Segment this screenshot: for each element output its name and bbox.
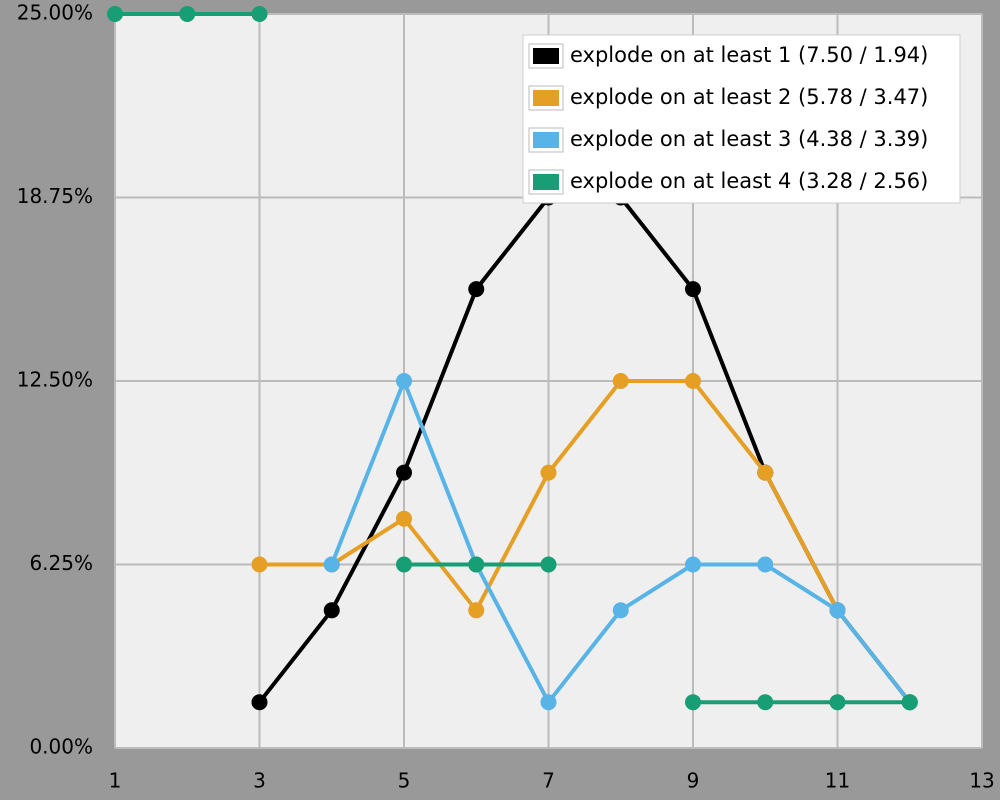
x-tick-label: 3 (253, 769, 266, 793)
data-point (251, 6, 268, 22)
legend-swatch (533, 48, 559, 64)
data-point (757, 694, 774, 711)
data-point (251, 694, 268, 711)
data-point (251, 556, 268, 573)
data-point (468, 281, 485, 298)
legend-swatch (533, 90, 559, 106)
legend-swatch (533, 132, 559, 148)
x-tick-label: 9 (687, 769, 700, 793)
data-point (685, 694, 701, 711)
data-point (540, 694, 557, 711)
x-tick-label: 13 (969, 769, 994, 793)
y-tick-label: 18.75% (17, 184, 93, 208)
x-tick-label: 5 (398, 769, 411, 793)
data-point (396, 510, 412, 527)
legend-swatch (533, 174, 559, 190)
x-tick-label: 11 (825, 769, 850, 793)
data-point (612, 373, 629, 389)
legend-label: explode on at least 1 (7.50 / 1.94) (570, 43, 928, 67)
data-point (396, 556, 412, 573)
data-point (685, 556, 701, 573)
x-tick-label: 1 (109, 769, 122, 793)
data-point (179, 6, 196, 22)
legend-label: explode on at least 4 (3.28 / 2.56) (570, 169, 928, 193)
x-tick-label: 7 (542, 769, 555, 793)
series-line (259, 379, 912, 704)
data-point (323, 556, 340, 573)
data-point (685, 281, 701, 298)
data-point (829, 694, 846, 711)
data-point (323, 602, 340, 619)
y-tick-label: 12.50% (17, 368, 93, 392)
y-tick-label: 25.00% (17, 1, 93, 25)
data-point (468, 556, 485, 573)
data-point (540, 464, 557, 481)
data-point (396, 464, 412, 481)
y-tick-label: 6.25% (29, 551, 93, 575)
data-point (540, 556, 557, 573)
data-point (107, 6, 123, 22)
data-point (757, 464, 774, 481)
legend: explode on at least 1 (7.50 / 1.94) explo… (522, 34, 961, 204)
data-point (901, 694, 918, 711)
data-point (396, 373, 412, 389)
data-point (468, 602, 485, 619)
data-point (612, 602, 629, 619)
data-point (685, 373, 701, 389)
legend-label: explode on at least 2 (5.78 / 3.47) (570, 85, 928, 109)
legend-box (522, 34, 961, 204)
data-point (829, 602, 846, 619)
y-tick-label: 0.00% (29, 735, 93, 759)
data-point (757, 556, 774, 573)
legend-label: explode on at least 3 (4.38 / 3.39) (570, 127, 928, 151)
